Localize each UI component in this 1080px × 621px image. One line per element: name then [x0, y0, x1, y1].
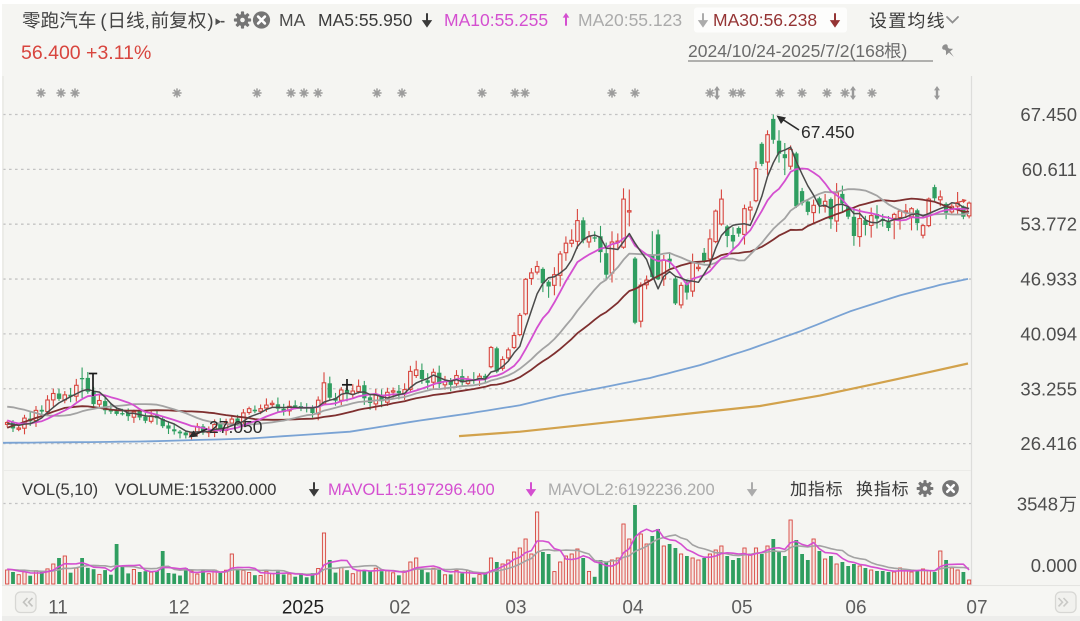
svg-text:04: 04: [622, 598, 644, 619]
svg-text:07: 07: [966, 598, 987, 619]
svg-text:): ): [902, 41, 908, 61]
svg-text:53.772: 53.772: [1020, 214, 1077, 235]
svg-text:33.255: 33.255: [1020, 378, 1077, 399]
svg-text:): ): [207, 10, 213, 31]
svg-text:26.416: 26.416: [1020, 433, 1077, 454]
svg-text:MA5:55.950: MA5:55.950: [318, 10, 413, 30]
svg-text:27.050: 27.050: [209, 417, 263, 437]
svg-text:(: (: [100, 10, 107, 31]
svg-text:06: 06: [845, 598, 866, 619]
svg-text:,: ,: [145, 10, 150, 31]
svg-text:MAVOL2:6192236.200: MAVOL2:6192236.200: [548, 481, 715, 499]
svg-text:MA10:55.255: MA10:55.255: [444, 10, 548, 30]
svg-text:56.400 +3.11%: 56.400 +3.11%: [21, 42, 151, 64]
svg-text:67.450: 67.450: [801, 122, 855, 142]
svg-text:MAVOL1:5197296.400: MAVOL1:5197296.400: [328, 481, 495, 499]
svg-text:11: 11: [48, 598, 68, 619]
svg-text:60.611: 60.611: [1022, 159, 1077, 180]
svg-text:MA: MA: [279, 10, 306, 30]
svg-text:MA30:56.238: MA30:56.238: [713, 10, 817, 30]
svg-text:05: 05: [731, 598, 752, 619]
svg-text:VOLUME:153200.000: VOLUME:153200.000: [115, 481, 276, 499]
svg-text:02: 02: [389, 598, 410, 619]
svg-text:0.000: 0.000: [1031, 555, 1077, 576]
svg-text:VOL(5,10): VOL(5,10): [22, 481, 98, 499]
svg-text:46.933: 46.933: [1020, 269, 1077, 290]
svg-text:12: 12: [168, 598, 189, 619]
svg-text:03: 03: [505, 598, 526, 619]
svg-text:40.094: 40.094: [1020, 323, 1077, 344]
svg-text:67.450: 67.450: [1020, 104, 1077, 125]
svg-text:MA20:55.123: MA20:55.123: [578, 10, 682, 30]
svg-text:3548: 3548: [1017, 494, 1058, 515]
svg-text:2024/10/24-2025/7/2(168: 2024/10/24-2025/7/2(168: [688, 41, 885, 61]
svg-text:2025: 2025: [282, 598, 324, 619]
